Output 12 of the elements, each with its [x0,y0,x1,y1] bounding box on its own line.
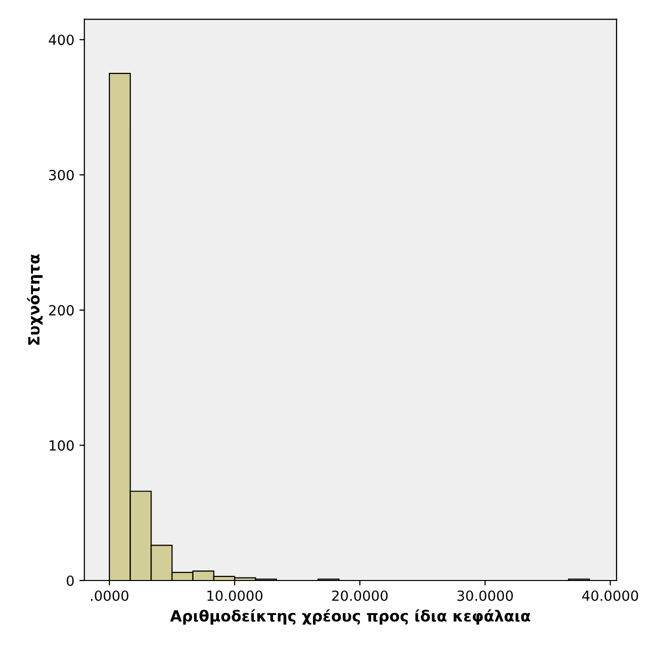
x-tick-label: 30.0000 [457,590,513,601]
y-tick-label: 200 [49,305,74,316]
x-axis-title: Αριθμοδείκτης χρέους προς ίδια κεφάλαια [170,609,530,625]
x-tick-label: .0000 [91,590,128,601]
y-tick-label: 400 [48,34,74,46]
y-tick-label: 300 [49,170,74,180]
x-tick-label: 20.0000 [332,590,388,601]
x-tick-label: 10.0000 [207,590,262,601]
x-tick-label: 40.0000 [582,590,638,601]
y-tick-label: 0 [66,575,74,586]
y-tick-label: 100 [50,440,74,451]
y-axis-title: Συχνότητα [27,254,43,345]
